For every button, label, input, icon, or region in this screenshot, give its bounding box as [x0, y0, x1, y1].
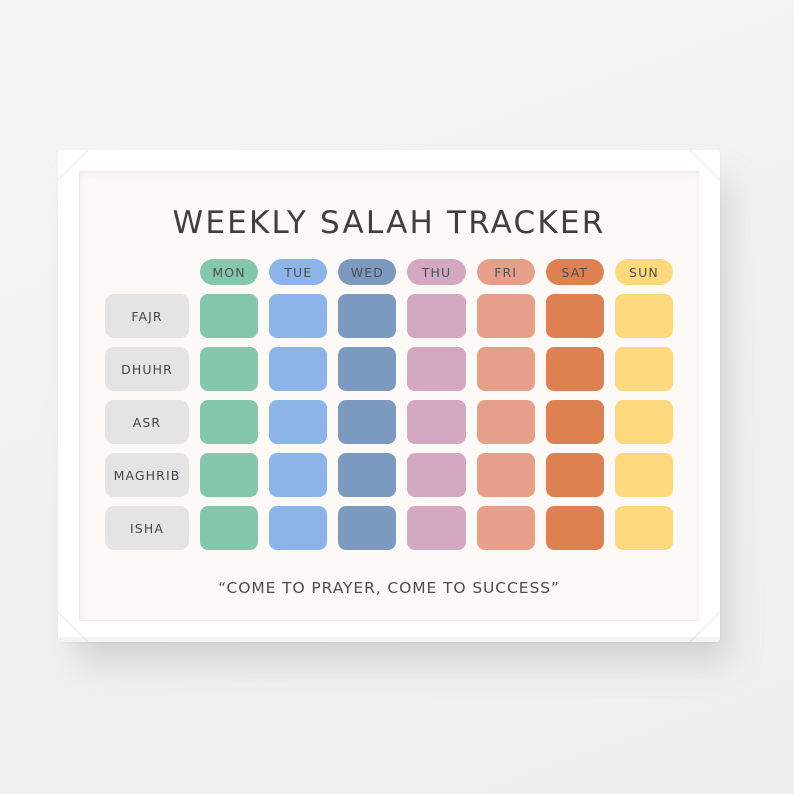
tracker-cell-fajr-mon[interactable]: [200, 294, 259, 338]
tracker-cell-isha-tue[interactable]: [269, 506, 328, 550]
prayer-row-label-fajr: FAJR: [105, 294, 189, 338]
tracker-cell-asr-tue[interactable]: [269, 400, 328, 444]
tracker-cell-isha-fri[interactable]: [476, 506, 535, 550]
tracker-cell-maghrib-sun[interactable]: [614, 453, 673, 497]
day-header-sun: SUN: [614, 259, 673, 285]
picture-frame: WEEKLY SALAH TRACKER MON TUE WED THU FRI SAT S…: [58, 150, 720, 642]
prayer-row-label-asr: ASR: [105, 400, 189, 444]
tracker-cell-maghrib-thu[interactable]: [407, 453, 466, 497]
tracker-cell-dhuhr-sat[interactable]: [545, 347, 604, 391]
tracker-cell-isha-wed[interactable]: [338, 506, 397, 550]
tracker-cell-asr-wed[interactable]: [338, 400, 397, 444]
tracker-cell-fajr-sun[interactable]: [614, 294, 673, 338]
prayer-label-text: ISHA: [130, 520, 164, 536]
prayer-label-text: FAJR: [131, 308, 163, 324]
day-header-label: MON: [212, 264, 246, 280]
tracker-cell-maghrib-wed[interactable]: [338, 453, 397, 497]
tracker-cell-maghrib-mon[interactable]: [200, 453, 259, 497]
prayer-row-label-isha: ISHA: [105, 506, 189, 550]
prayer-row-label-dhuhr: DHUHR: [105, 347, 189, 391]
page-title: WEEKLY SALAH TRACKER: [172, 205, 606, 241]
tracker-cell-maghrib-tue[interactable]: [269, 453, 328, 497]
day-header-label: FRI: [494, 264, 518, 280]
poster-paper: WEEKLY SALAH TRACKER MON TUE WED THU FRI SAT S…: [79, 171, 699, 621]
poster-content: WEEKLY SALAH TRACKER MON TUE WED THU FRI SAT S…: [79, 171, 699, 621]
tracker-cell-fajr-wed[interactable]: [338, 294, 397, 338]
tracker-cell-isha-sun[interactable]: [614, 506, 673, 550]
tracker-cell-dhuhr-mon[interactable]: [200, 347, 259, 391]
day-header-label: THU: [421, 264, 452, 280]
day-header-label: TUE: [284, 264, 313, 280]
tracker-cell-isha-thu[interactable]: [407, 506, 466, 550]
tracker-cell-asr-sun[interactable]: [614, 400, 673, 444]
tracker-cell-dhuhr-wed[interactable]: [338, 347, 397, 391]
prayer-row-label-maghrib: MAGHRIB: [105, 453, 189, 497]
tracker-cell-fajr-tue[interactable]: [269, 294, 328, 338]
tracker-cell-asr-fri[interactable]: [476, 400, 535, 444]
tracker-cell-fajr-thu[interactable]: [407, 294, 466, 338]
tracker-cell-maghrib-sat[interactable]: [545, 453, 604, 497]
prayer-label-text: MAGHRIB: [113, 467, 181, 483]
tracker-cell-maghrib-fri[interactable]: [476, 453, 535, 497]
tracker-cell-dhuhr-fri[interactable]: [476, 347, 535, 391]
tracker-cell-asr-mon[interactable]: [200, 400, 259, 444]
prayer-label-text: DHUHR: [121, 361, 173, 377]
day-header-wed: WED: [338, 259, 397, 285]
day-header-label: SUN: [629, 264, 659, 280]
prayer-label-text: ASR: [132, 414, 162, 430]
tracker-cell-isha-sat[interactable]: [545, 506, 604, 550]
salah-tracker-grid: MON TUE WED THU FRI SAT SUN FAJR DHUHR ASR MAGHRIB…: [105, 259, 673, 550]
tracker-cell-dhuhr-sun[interactable]: [614, 347, 673, 391]
day-header-thu: THU: [407, 259, 466, 285]
tracker-cell-asr-thu[interactable]: [407, 400, 466, 444]
tracker-cell-dhuhr-thu[interactable]: [407, 347, 466, 391]
day-header-fri: FRI: [476, 259, 535, 285]
day-header-sat: SAT: [545, 259, 604, 285]
day-header-label: SAT: [561, 264, 589, 280]
tracker-cell-fajr-fri[interactable]: [476, 294, 535, 338]
day-header-tue: TUE: [269, 259, 328, 285]
tracker-cell-asr-sat[interactable]: [545, 400, 604, 444]
tracker-cell-isha-mon[interactable]: [200, 506, 259, 550]
tracker-cell-dhuhr-tue[interactable]: [269, 347, 328, 391]
tracker-cell-fajr-sat[interactable]: [545, 294, 604, 338]
grid-corner-spacer: [105, 272, 189, 273]
day-header-label: WED: [350, 264, 384, 280]
poster-quote: “COME TO PRAYER, COME TO SUCCESS”: [218, 579, 560, 597]
day-header-mon: MON: [200, 259, 259, 285]
